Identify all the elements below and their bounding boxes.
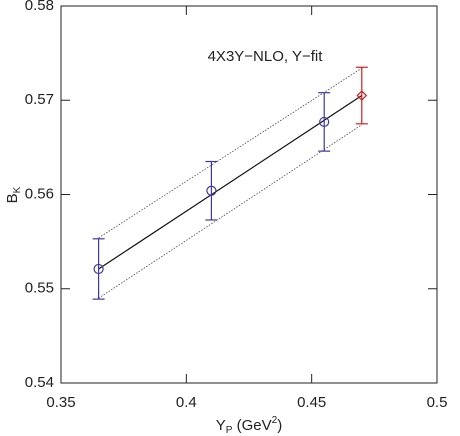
x-axis-label: YP (GeV2) xyxy=(216,415,282,436)
data-point xyxy=(93,263,104,275)
x-tick-label: 0.45 xyxy=(297,394,326,411)
x-tick-label: 0.35 xyxy=(46,394,75,411)
y-label-sub: K xyxy=(12,186,23,193)
y-tick-label: 0.56 xyxy=(25,185,54,202)
x-tick-label: 0.5 xyxy=(427,394,448,411)
y-tick-label: 0.55 xyxy=(25,280,54,297)
x-label-end: ) xyxy=(277,417,282,434)
y-tick-label: 0.58 xyxy=(25,0,54,14)
data-point xyxy=(356,90,368,101)
data-point xyxy=(206,185,217,196)
error-band-line xyxy=(98,67,363,239)
data-point xyxy=(319,116,330,128)
y-axis-label: BK xyxy=(4,186,23,203)
fit-line xyxy=(98,95,363,270)
x-label-main: Y xyxy=(216,417,226,434)
x-label-sub: P xyxy=(226,425,233,436)
x-label-unit: (GeV xyxy=(232,417,271,434)
chart-title: 4X3Y−NLO, Y−fit xyxy=(208,48,324,65)
y-tick-label: 0.57 xyxy=(25,91,54,108)
y-tick-label: 0.54 xyxy=(25,374,54,391)
x-tick-label: 0.4 xyxy=(176,394,197,411)
y-label-main: B xyxy=(4,193,21,203)
x-label-sup: 2 xyxy=(272,415,278,426)
